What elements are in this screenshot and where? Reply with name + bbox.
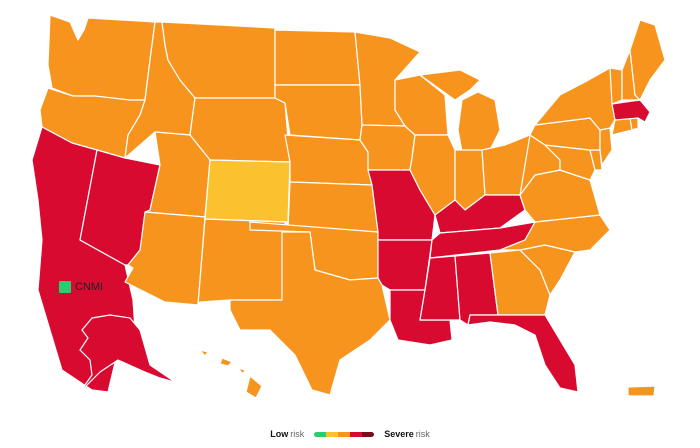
state-sd[interactable] (274, 84, 363, 141)
state-wa[interactable] (47, 14, 156, 101)
state-ak[interactable] (79, 314, 186, 393)
legend-low-word: Low (270, 429, 289, 439)
state-vt[interactable] (609, 67, 623, 105)
state-ks[interactable] (287, 181, 379, 233)
legend-swatch-high (338, 431, 351, 437)
state-nd[interactable] (274, 29, 361, 86)
state-ma[interactable] (611, 99, 651, 123)
legend-swatch-moderate (326, 431, 339, 437)
risk-legend: Low risk Severe risk (0, 427, 700, 441)
state-ne[interactable] (284, 134, 373, 186)
state-nm[interactable] (197, 218, 286, 306)
legend-severe: Severe risk (384, 429, 430, 439)
cnmi-marker[interactable]: CNMI (59, 280, 103, 293)
state-ia[interactable] (359, 124, 416, 171)
state-ar[interactable] (377, 239, 433, 291)
state-wy[interactable] (189, 97, 291, 163)
legend-color-bar (314, 431, 375, 437)
state-tx[interactable] (229, 231, 391, 396)
legend-severe-rest: risk (415, 429, 430, 439)
state-nj[interactable] (599, 127, 613, 166)
state-hi[interactable] (199, 349, 263, 399)
state-mi[interactable] (419, 69, 501, 153)
legend-low: Low risk (270, 429, 304, 439)
cnmi-label: CNMI (75, 280, 104, 293)
state-co[interactable] (204, 159, 291, 223)
legend-severe-word: Severe (384, 429, 414, 439)
legend-swatch-low (314, 431, 327, 437)
state-me[interactable] (629, 19, 666, 101)
cnmi-swatch (59, 280, 71, 293)
state-pr[interactable] (627, 385, 656, 397)
state-ri[interactable] (629, 117, 639, 131)
state-fl[interactable] (467, 314, 579, 393)
legend-low-rest: risk (290, 429, 305, 439)
legend-swatch-very-high (350, 431, 363, 437)
legend-swatch-severe (362, 431, 375, 437)
